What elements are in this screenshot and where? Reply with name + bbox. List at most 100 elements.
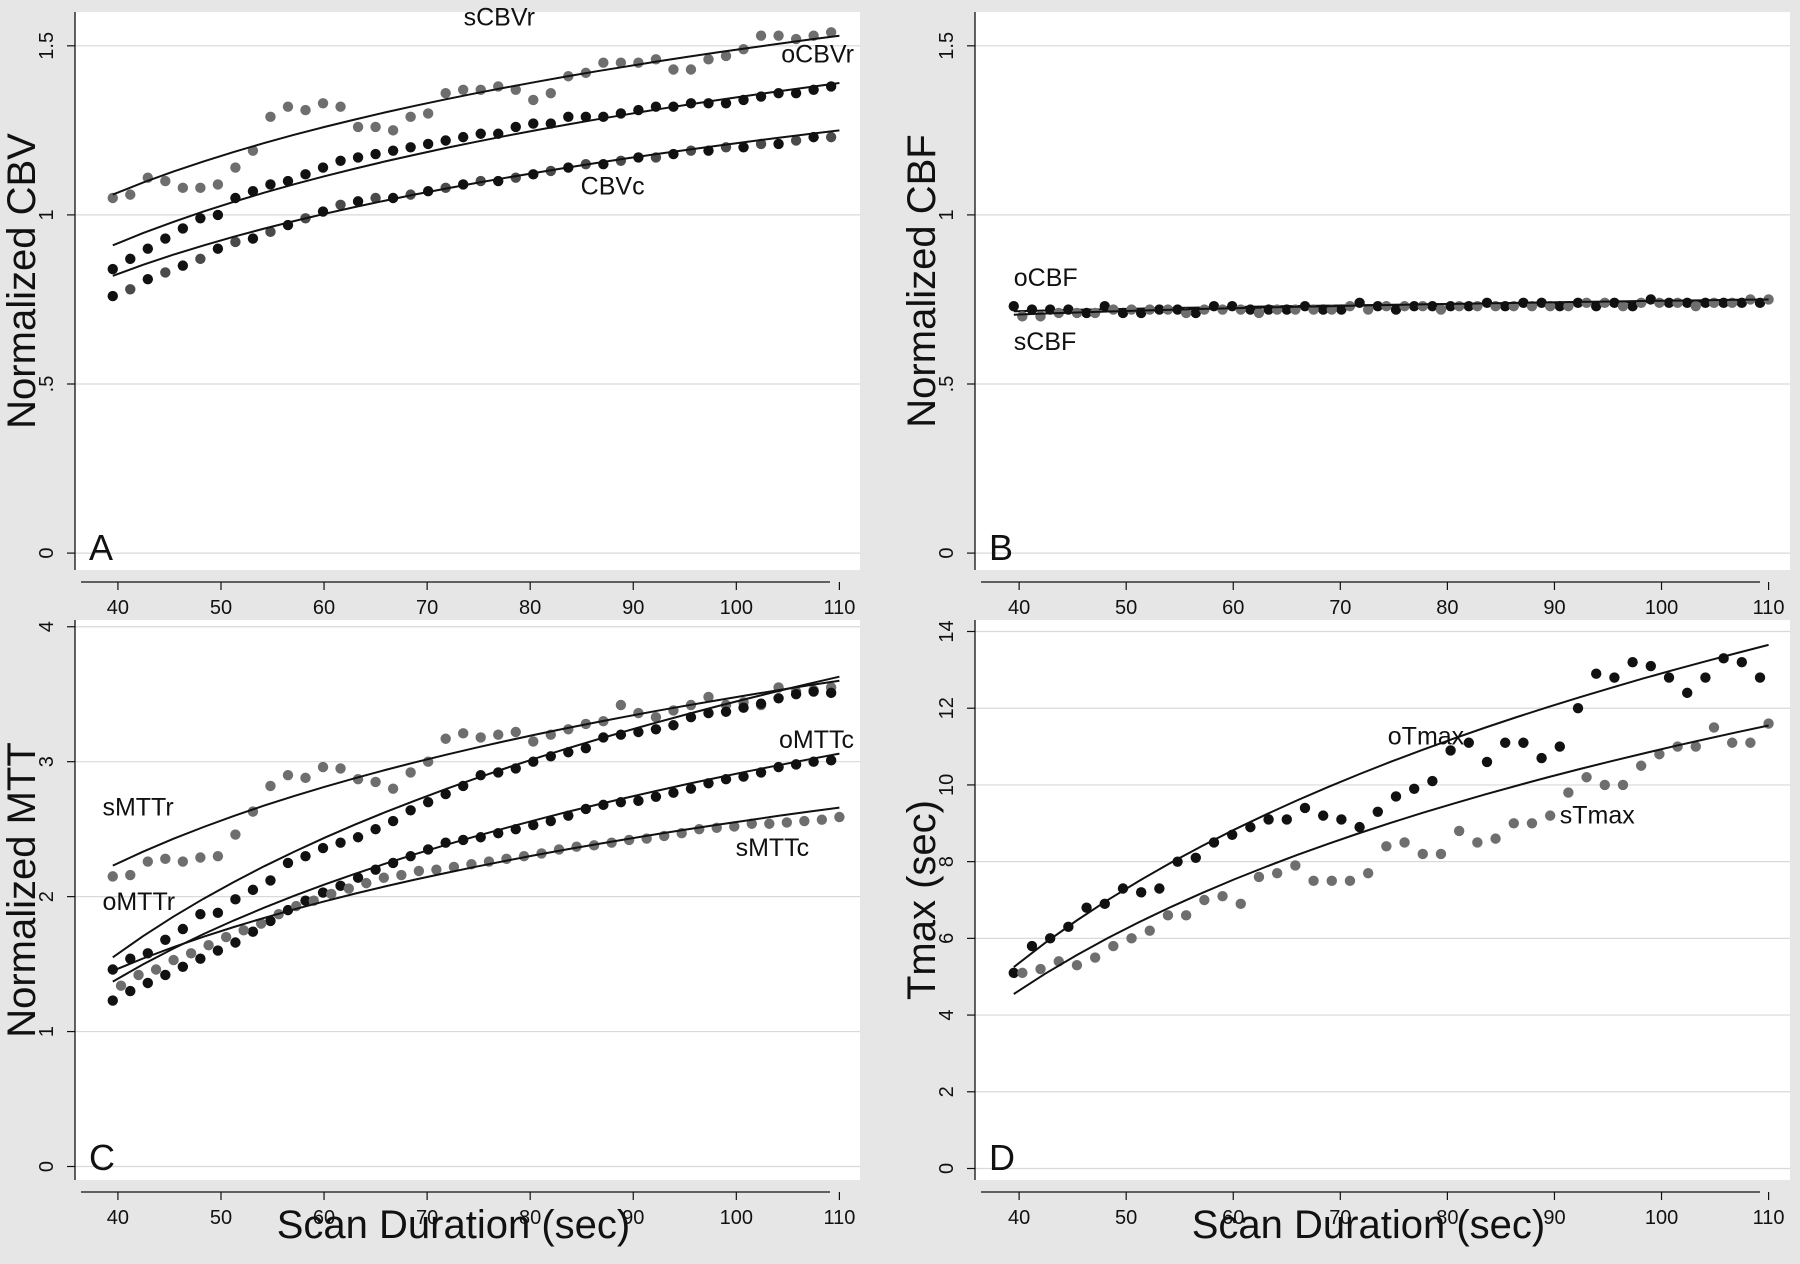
- x-tick-label: 60: [313, 1207, 335, 1229]
- data-point: [545, 87, 556, 99]
- data-point: [1690, 301, 1701, 312]
- panel-b: 0 .5 1 1.5 40 50 60 70 80 90 100 110 Normalized CBF o…: [900, 12, 1790, 619]
- data-point: [764, 818, 775, 829]
- data-point: [1362, 867, 1374, 879]
- data-point: [1563, 301, 1574, 312]
- data-point: [1217, 304, 1228, 315]
- series-stmax: [1013, 718, 1774, 995]
- data-point: [125, 985, 136, 997]
- data-point: [615, 699, 627, 711]
- y-tick-label: 10: [936, 774, 958, 796]
- data-point: [142, 243, 154, 254]
- data-point: [317, 98, 329, 109]
- x-tick-label: 110: [1753, 597, 1785, 619]
- data-point: [1390, 304, 1402, 315]
- data-point: [1445, 745, 1456, 756]
- data-point: [142, 977, 154, 989]
- x-tick-label: 50: [1115, 597, 1137, 619]
- data-point: [1463, 737, 1475, 748]
- data-point: [335, 155, 346, 166]
- data-point: [405, 142, 416, 153]
- data-point: [703, 54, 714, 65]
- x-axis-title: Scan Duration (sec): [277, 1203, 630, 1247]
- data-point: [1617, 301, 1629, 312]
- y-tick-label: 0: [936, 548, 958, 559]
- data-point: [1154, 883, 1165, 894]
- data-point: [1008, 301, 1019, 312]
- data-point: [335, 101, 346, 112]
- data-point: [703, 691, 714, 703]
- data-point: [528, 118, 539, 129]
- data-point: [1326, 875, 1337, 887]
- data-point: [1299, 802, 1311, 814]
- data-point: [1599, 297, 1610, 309]
- data-point: [1354, 821, 1365, 833]
- data-point: [160, 934, 171, 946]
- data-point: [142, 273, 154, 285]
- data-point: [265, 226, 276, 238]
- data-point: [1544, 810, 1556, 821]
- series-label: oMTTr: [102, 888, 175, 916]
- data-point: [387, 145, 399, 156]
- data-point: [1435, 304, 1447, 315]
- data-point: [107, 192, 118, 204]
- data-point: [668, 720, 679, 731]
- y-tick-label: 4: [936, 1010, 958, 1021]
- data-point: [431, 864, 442, 875]
- data-point: [501, 853, 512, 865]
- data-point: [265, 179, 276, 190]
- series-scbf: [1013, 294, 1774, 322]
- data-point: [212, 907, 224, 919]
- data-point: [773, 693, 784, 704]
- data-point: [300, 772, 311, 784]
- data-point: [1172, 856, 1183, 867]
- data-point: [378, 872, 390, 883]
- data-point: [440, 87, 451, 99]
- data-point: [107, 290, 118, 302]
- data-point: [107, 871, 118, 882]
- data-point: [1190, 852, 1201, 864]
- data-point: [475, 175, 486, 187]
- data-point: [1081, 902, 1092, 913]
- y-axis-title: Normalized MTT: [0, 742, 44, 1038]
- data-point: [1381, 841, 1392, 852]
- x-tick-label: 110: [823, 1207, 855, 1229]
- data-point: [1126, 304, 1137, 315]
- data-point: [352, 121, 364, 133]
- data-point: [370, 148, 381, 160]
- data-point: [1190, 307, 1201, 319]
- data-point: [773, 138, 784, 150]
- data-point: [370, 192, 381, 204]
- y-tick-label: 14: [936, 620, 958, 642]
- fit-line: [1013, 643, 1769, 968]
- data-point: [781, 817, 793, 828]
- data-point: [282, 769, 294, 781]
- data-point: [1672, 297, 1683, 309]
- data-point: [510, 84, 521, 95]
- data-point: [212, 945, 224, 956]
- data-point: [1271, 867, 1283, 879]
- data-point: [1472, 837, 1483, 848]
- data-point: [738, 771, 749, 782]
- panel-letter: C: [89, 1137, 115, 1178]
- data-point: [1408, 783, 1420, 794]
- data-point: [115, 980, 127, 991]
- x-tick-label: 100: [1645, 1207, 1678, 1229]
- data-point: [580, 742, 592, 754]
- data-point: [1281, 814, 1292, 825]
- data-point: [335, 880, 346, 892]
- data-point: [1645, 660, 1657, 672]
- data-point: [265, 111, 276, 123]
- data-point: [203, 940, 214, 951]
- data-point: [1581, 297, 1592, 309]
- data-point: [212, 179, 224, 190]
- panel-c: 0 1 2 3 4 40 50 60 70 80 90 100 110 Normalized MTT Sca…: [0, 620, 860, 1247]
- data-point: [633, 795, 644, 807]
- data-point: [230, 894, 241, 905]
- data-point: [1572, 703, 1584, 714]
- data-point: [1745, 737, 1756, 748]
- series-ocbvr: [107, 81, 840, 275]
- panel-a: 0 .5 1 1.5 40 50 60 70 80 90 100 110 Normalized CBV s…: [0, 4, 860, 619]
- data-point: [790, 135, 802, 146]
- data-point: [493, 729, 504, 740]
